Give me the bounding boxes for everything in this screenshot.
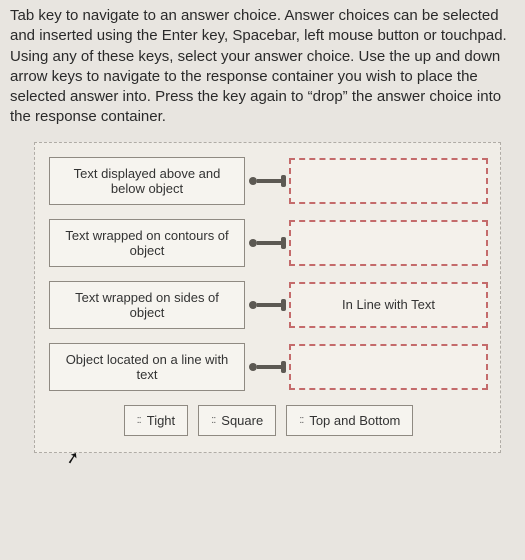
answer-choice-top-and-bottom[interactable]: :: Top and Bottom xyxy=(286,405,413,436)
connector-icon xyxy=(245,361,289,373)
instructions-text: Tab key to navigate to an answer choice.… xyxy=(0,0,525,142)
drop-zone-2[interactable] xyxy=(289,220,488,266)
drop-zone-1[interactable] xyxy=(289,158,488,204)
choice-label: Square xyxy=(221,413,263,428)
answer-choices-bar: :: Tight :: Square :: Top and Bottom xyxy=(49,405,488,436)
match-row: Text displayed above and below object xyxy=(49,157,488,205)
connector-icon xyxy=(245,299,289,311)
connector-icon xyxy=(245,175,289,187)
drop-zone-3[interactable]: In Line with Text xyxy=(289,282,488,328)
matching-activity: Text displayed above and below object Te… xyxy=(34,142,501,453)
prompt-box-2: Text wrapped on contours of object xyxy=(49,219,245,267)
drop-zone-4[interactable] xyxy=(289,344,488,390)
choice-label: Top and Bottom xyxy=(309,413,400,428)
choice-label: Tight xyxy=(147,413,175,428)
grip-icon: :: xyxy=(211,414,215,426)
grip-icon: :: xyxy=(137,414,141,426)
match-row: Text wrapped on contours of object xyxy=(49,219,488,267)
answer-choice-tight[interactable]: :: Tight xyxy=(124,405,189,436)
prompt-box-3: Text wrapped on sides of object xyxy=(49,281,245,329)
prompt-box-4: Object located on a line with text xyxy=(49,343,245,391)
match-row: Text wrapped on sides of object In Line … xyxy=(49,281,488,329)
answer-choice-square[interactable]: :: Square xyxy=(198,405,276,436)
match-row: Object located on a line with text xyxy=(49,343,488,391)
prompt-box-1: Text displayed above and below object xyxy=(49,157,245,205)
connector-icon xyxy=(245,237,289,249)
grip-icon: :: xyxy=(299,414,303,426)
